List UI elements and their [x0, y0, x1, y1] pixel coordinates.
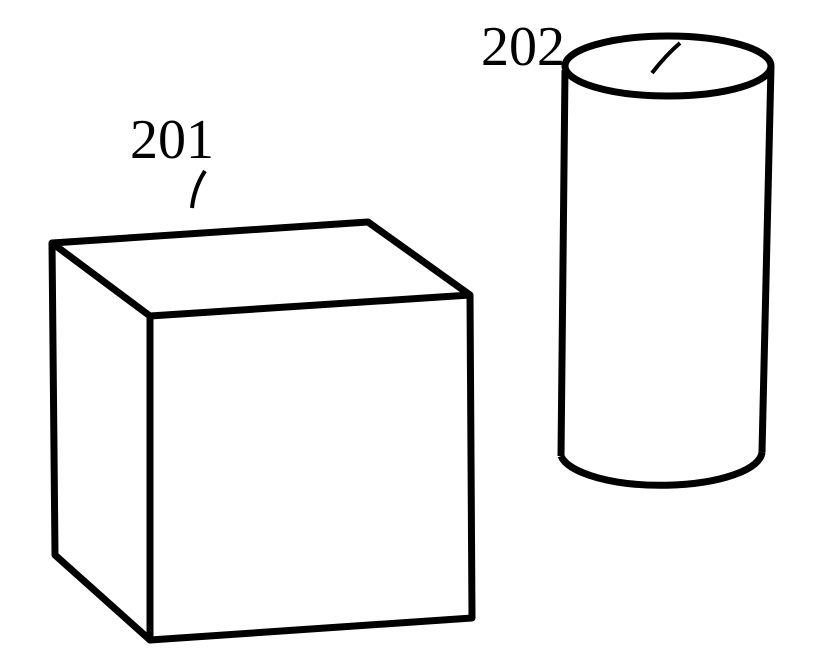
- cylinder-bottom-arc: [561, 452, 762, 485]
- cylinder-top: [565, 36, 771, 96]
- cylinder-label: 202: [481, 16, 565, 78]
- box-label-leader: [192, 171, 205, 208]
- box-top-face: [52, 222, 470, 316]
- cylinder-left-side: [561, 70, 565, 456]
- box-label: 201: [130, 109, 214, 171]
- cylinder-label-leader: [652, 43, 680, 73]
- cylinder-right-side: [762, 66, 771, 452]
- box-front-face: [150, 295, 472, 640]
